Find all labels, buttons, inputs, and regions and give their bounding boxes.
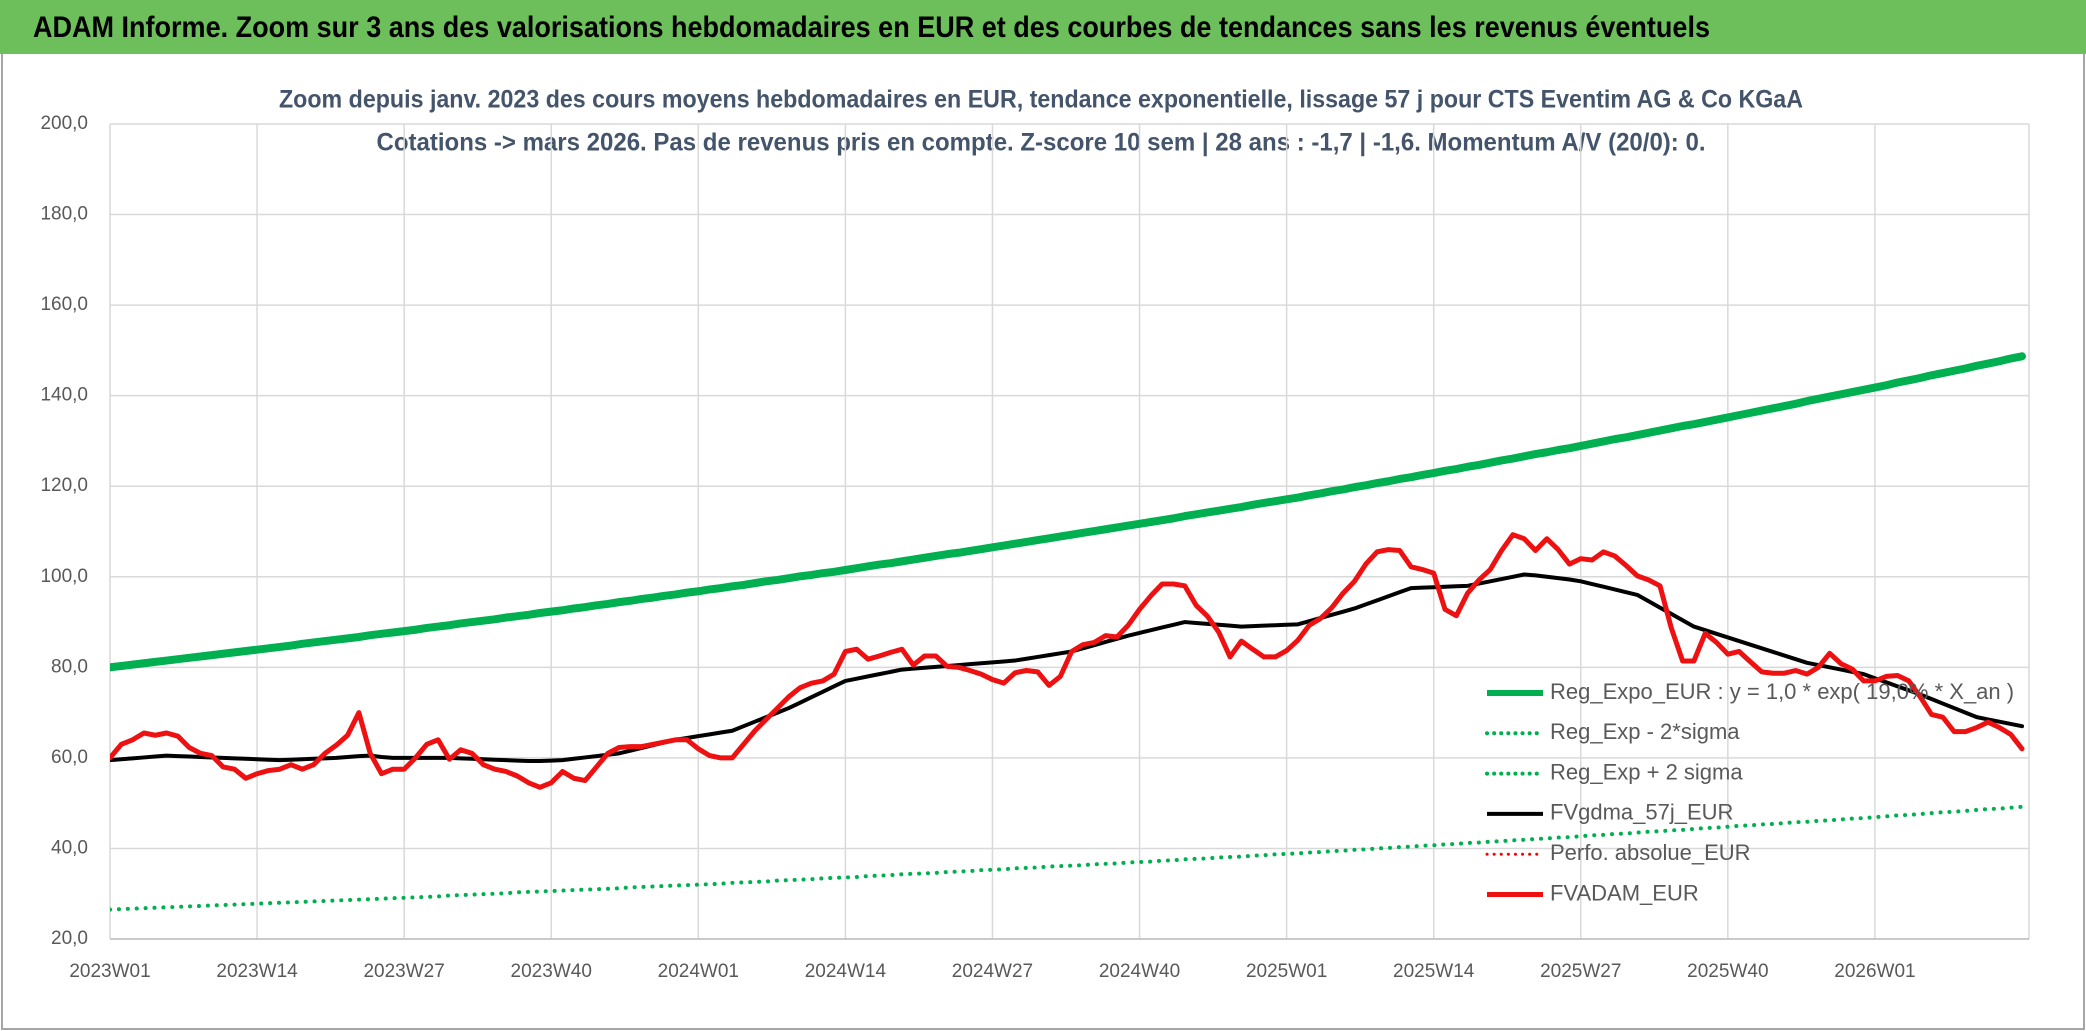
x-tick-label: 2025W27 (1540, 961, 1621, 982)
y-tick-label: 120,0 (40, 475, 88, 496)
y-tick-label: 40,0 (51, 837, 88, 858)
header-bar (0, 0, 2086, 54)
y-tick-label: 20,0 (51, 928, 88, 949)
x-tick-label: 2024W40 (1099, 961, 1180, 982)
series-line (110, 352, 2026, 672)
legend-label: Reg_Expo_EUR : y = 1,0 * exp( 19,0% * X_… (1550, 679, 2014, 704)
x-tick-label: 2023W27 (363, 961, 444, 982)
chart-title: Zoom depuis janv. 2023 des cours moyens … (279, 86, 1803, 114)
x-tick-label: 2024W27 (952, 961, 1033, 982)
legend: Reg_Expo_EUR : y = 1,0 * exp( 19,0% * X_… (1485, 679, 2014, 905)
x-tick-label: 2024W01 (658, 961, 739, 982)
y-tick-label: 140,0 (40, 385, 88, 406)
series-line (110, 804, 2024, 912)
legend-label: FVgdma_57j_EUR (1550, 800, 1733, 825)
x-tick-label: 2026W01 (1834, 961, 1915, 982)
plot-lines (110, 352, 2026, 912)
y-tick-label: 60,0 (51, 747, 88, 768)
grid: 20,0 40,0 60,0 80,0 100,0 120,0 140,0 160,0 180,… (40, 113, 2030, 982)
series-line (110, 572, 2024, 764)
x-tick-label: 2025W40 (1687, 961, 1768, 982)
legend-label: FVADAM_EUR (1550, 880, 1699, 905)
y-tick-label: 180,0 (40, 204, 88, 225)
x-tick-label: 2025W14 (1393, 961, 1475, 982)
header-title: ADAM Informe. Zoom sur 3 ans des valoris… (33, 11, 1710, 44)
series-line (110, 532, 2025, 790)
x-tick-label: 2023W01 (69, 961, 150, 982)
y-tick-label: 100,0 (40, 566, 88, 587)
x-tick-label: 2023W40 (511, 961, 592, 982)
legend-label: Reg_Exp + 2 sigma (1550, 759, 1743, 784)
legend-label: Reg_Exp - 2*sigma (1550, 719, 1740, 744)
legend-label: Perfo. absolue_EUR (1550, 840, 1751, 865)
x-tick-label: 2025W01 (1246, 961, 1327, 982)
y-tick-label: 80,0 (51, 656, 88, 677)
chart-subtitle: Cotations -> mars 2026. Pas de revenus p… (377, 129, 1706, 157)
y-tick-label: 160,0 (40, 294, 88, 315)
x-tick-label: 2024W14 (805, 961, 887, 982)
x-tick-label: 2023W14 (216, 961, 298, 982)
y-tick-label: 200,0 (40, 113, 88, 134)
